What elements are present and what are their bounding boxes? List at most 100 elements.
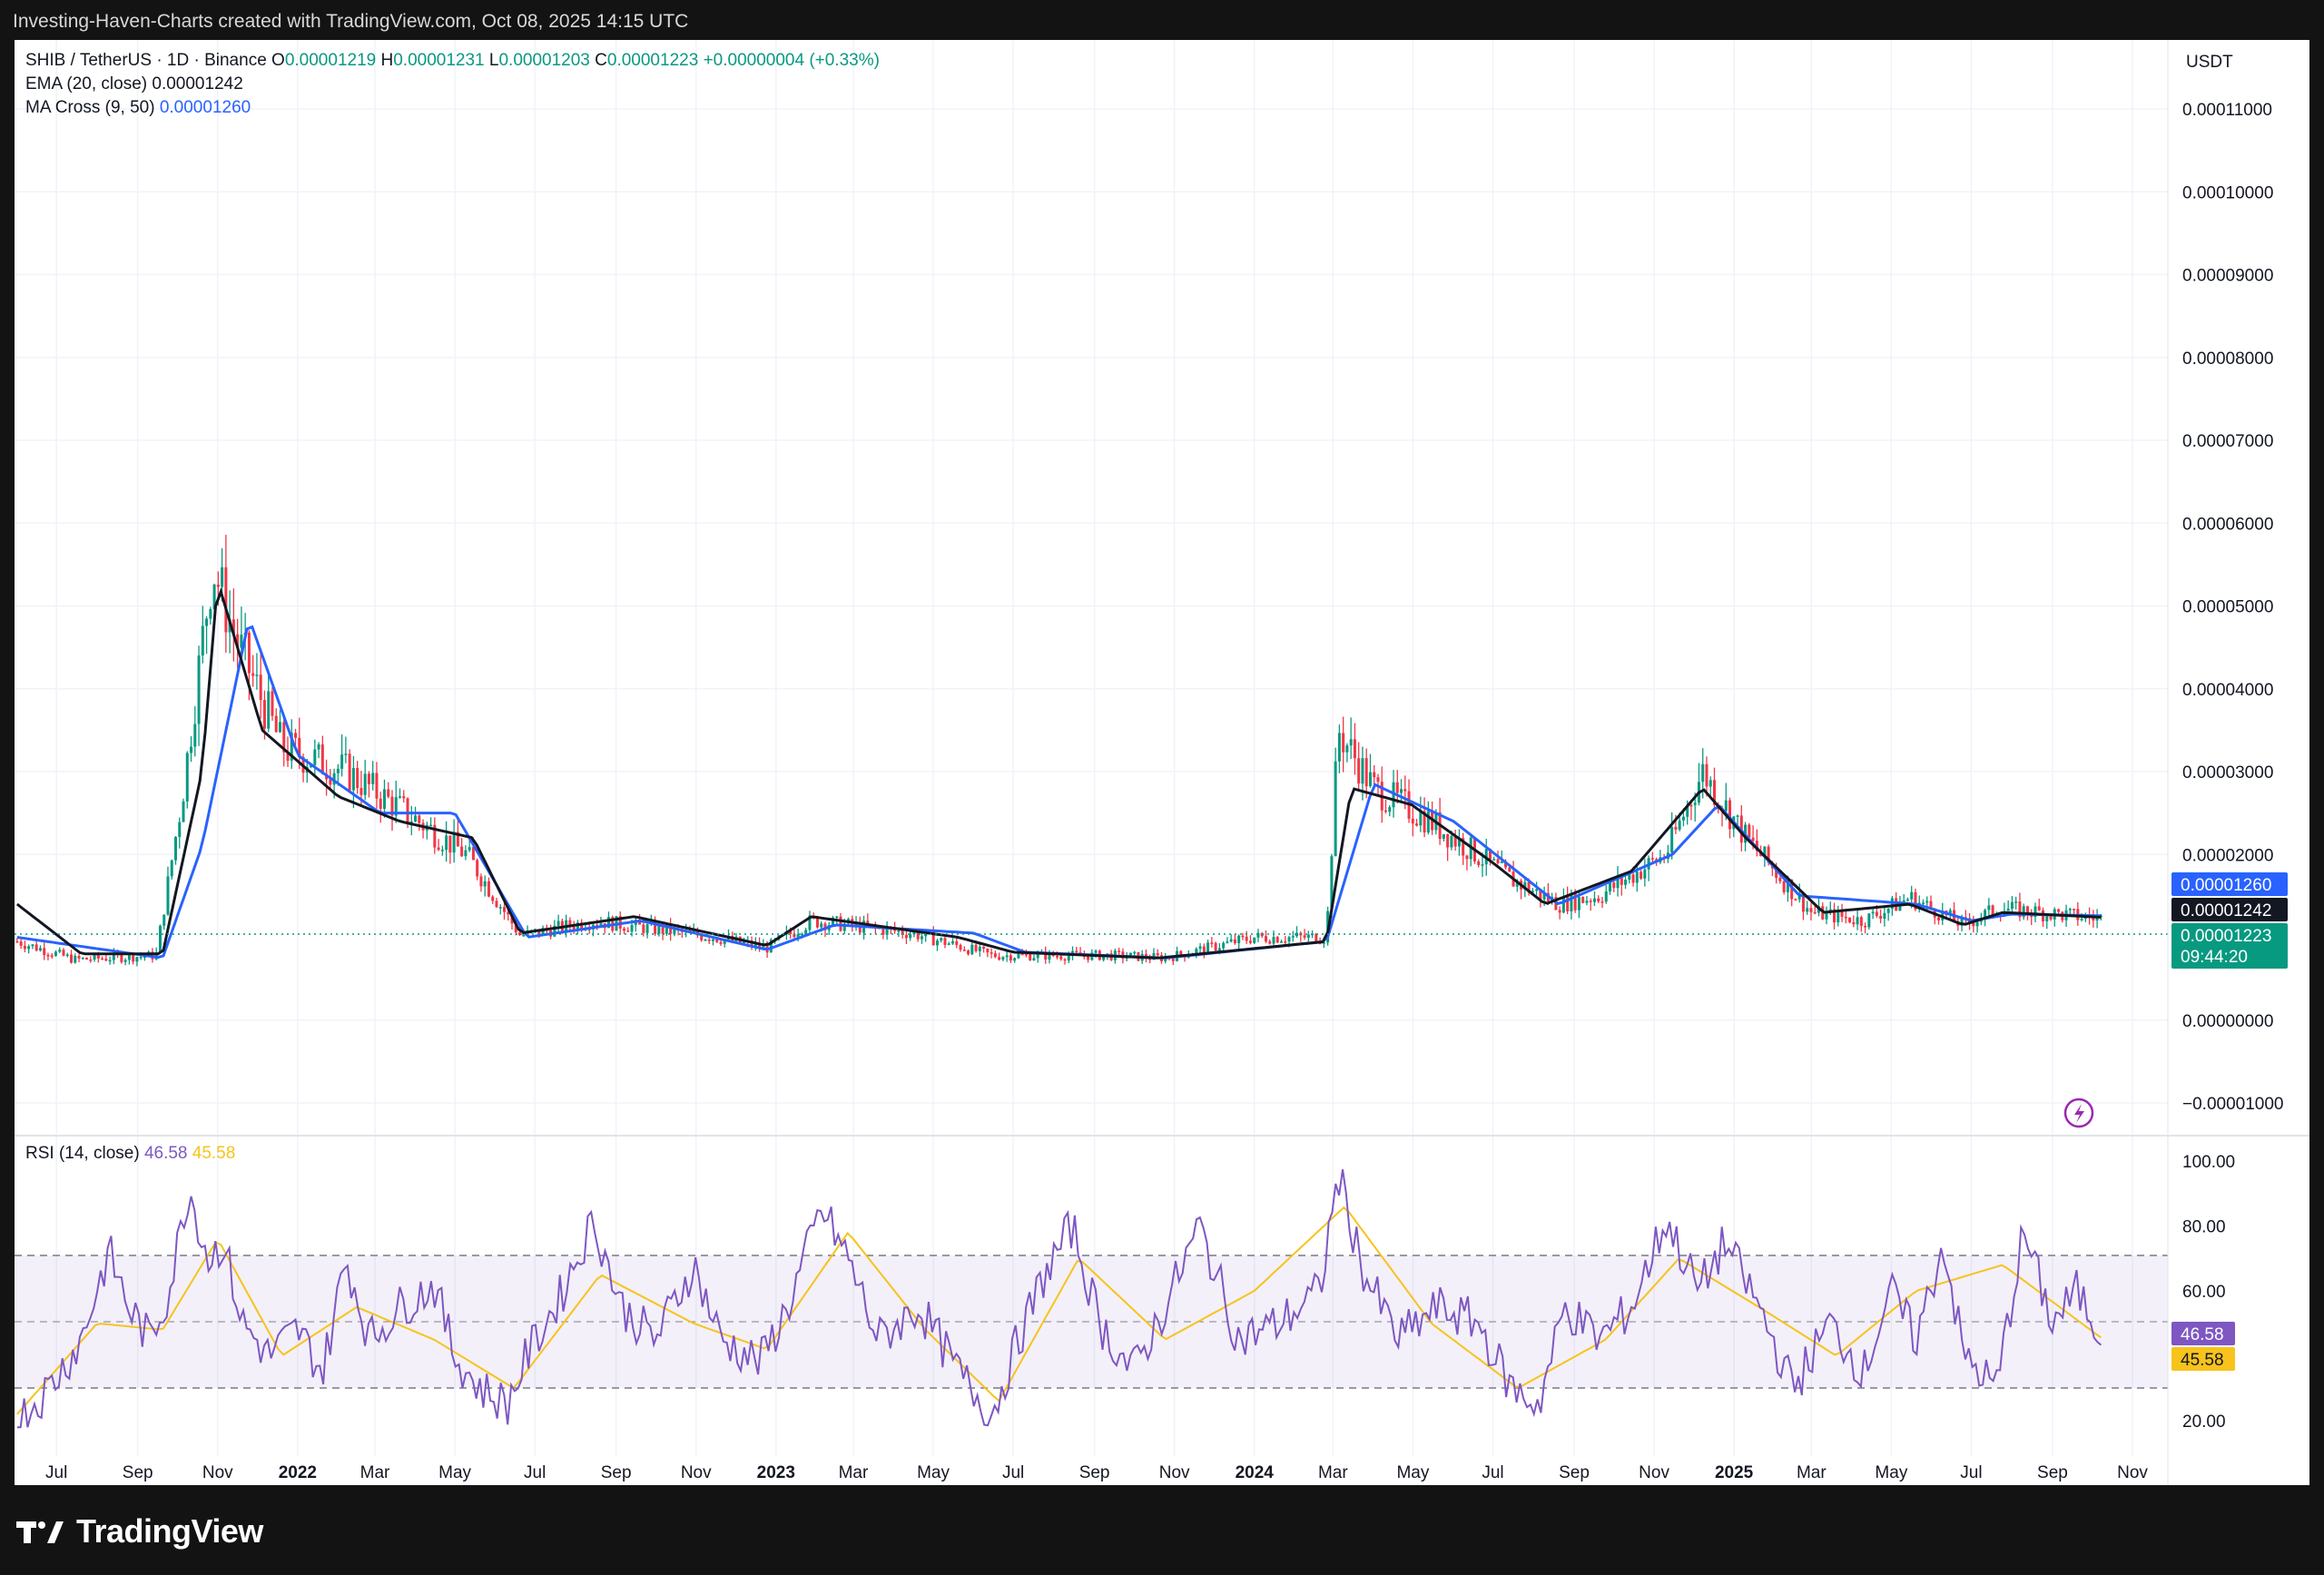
candle-body — [286, 752, 290, 761]
ma-cross-line — [16, 625, 2102, 960]
candle-body — [259, 674, 262, 701]
candle-body — [1709, 780, 1712, 787]
candle-body — [290, 733, 293, 761]
candle-body — [1527, 881, 1531, 893]
candle-body — [1987, 905, 1991, 911]
svg-text:0.00001260: 0.00001260 — [2181, 876, 2271, 895]
candle-body — [518, 932, 522, 936]
lightning-icon[interactable] — [2063, 1098, 2094, 1128]
candle-body — [1075, 950, 1078, 953]
candle-body — [1871, 911, 1875, 914]
candle-body — [700, 935, 704, 940]
ema-legend[interactable]: EMA (20, close) 0.00001242 — [25, 74, 243, 94]
chart-canvas[interactable]: 0.00011000 0.00010000 0.00009000 0.00008000… — [15, 40, 2309, 1485]
candle-body — [982, 946, 986, 950]
candle-body — [498, 907, 502, 909]
candle-body — [406, 798, 409, 822]
candle-body — [623, 928, 626, 931]
candle-body — [1833, 909, 1837, 923]
currency-label[interactable]: USDT — [2186, 53, 2233, 72]
candle-body — [409, 821, 413, 823]
candle-body — [1523, 881, 1527, 890]
candle-body — [881, 928, 885, 935]
tradingview-logo[interactable]: TradingView — [16, 1512, 263, 1550]
candle-body — [1712, 780, 1716, 805]
candle-body — [1628, 874, 1631, 881]
symbol-label[interactable]: SHIB / TetherUS · 1D · Binance — [25, 51, 267, 70]
time-tick-label: Nov — [1159, 1463, 1190, 1482]
candle-body — [1164, 957, 1167, 961]
candle-body — [399, 796, 402, 798]
badge-ma: 0.00001260 — [2171, 872, 2288, 896]
candle-body — [1419, 811, 1423, 826]
candle-body — [998, 957, 1001, 960]
candle-body — [657, 925, 661, 934]
candle-body — [1275, 937, 1279, 943]
ma-legend[interactable]: MA Cross (9, 50) 0.00001260 — [25, 98, 251, 117]
candle-body — [371, 773, 375, 784]
candle-body — [1248, 940, 1252, 943]
candle-body — [205, 618, 209, 626]
svg-text:46.58: 46.58 — [2181, 1325, 2224, 1344]
candle-body — [247, 632, 251, 674]
candle-body — [1384, 810, 1387, 812]
candle-body — [940, 938, 943, 941]
candle-body — [580, 922, 584, 930]
time-tick-label: Nov — [2117, 1463, 2148, 1482]
price-axis: 0.00011000 0.00010000 0.00009000 0.00008000… — [2182, 101, 2283, 1114]
candle-body — [1561, 896, 1565, 913]
candle-body — [955, 940, 959, 946]
brand-name: TradingView — [76, 1512, 263, 1550]
candle-body — [1581, 897, 1585, 903]
candle-body — [1017, 953, 1020, 959]
candle-body — [1465, 855, 1469, 860]
candle-body — [1195, 949, 1198, 954]
footer: TradingView — [0, 1485, 2324, 1575]
time-tick-label: 2023 — [757, 1463, 795, 1482]
candle-body — [1226, 941, 1229, 943]
candle-body — [793, 933, 796, 938]
candle-body — [1640, 871, 1643, 879]
candle-body — [661, 925, 665, 934]
candle-body — [707, 939, 711, 941]
candle-body — [1782, 881, 1786, 892]
candle-body — [320, 744, 324, 774]
candle-body — [1542, 892, 1546, 900]
candle-body — [1237, 935, 1241, 944]
candle-body — [1222, 942, 1226, 949]
candle-body — [1268, 941, 1272, 944]
candle-body — [990, 952, 993, 954]
candle-body — [120, 954, 123, 962]
candle-body — [240, 635, 243, 648]
candle-body — [1937, 917, 1941, 920]
candle-body — [630, 924, 634, 932]
candle-body — [1755, 841, 1758, 851]
candle-body — [1171, 958, 1175, 961]
attribution-text: Investing-Haven-Charts created with Trad… — [13, 11, 689, 32]
candle-body — [1573, 893, 1577, 911]
price-tick-label: 0.00006000 — [2182, 515, 2273, 534]
candle-body — [1701, 763, 1705, 783]
candle-body — [38, 948, 42, 951]
candle-body — [96, 954, 100, 959]
candle-body — [1960, 917, 1964, 926]
candle-body — [1577, 897, 1581, 911]
time-tick-label: Jul — [45, 1463, 67, 1482]
candle-body — [1102, 955, 1106, 960]
chart-frame[interactable]: 0.00011000 0.00010000 0.00009000 0.00008000… — [15, 40, 2309, 1485]
candle-body — [2095, 916, 2099, 921]
rsi-legend[interactable]: RSI (14, close) 46.58 45.58 — [25, 1144, 236, 1163]
candle-body — [1388, 807, 1392, 812]
candle-body — [1318, 942, 1322, 945]
badge-rsi: 46.58 — [2171, 1322, 2235, 1345]
open-value: 0.00001219 — [284, 51, 377, 70]
candle-body — [1094, 950, 1098, 953]
candle-body — [1674, 826, 1678, 830]
candle-body — [464, 850, 468, 857]
candle-body — [1353, 739, 1356, 759]
candle-body — [2068, 909, 2072, 911]
candle-body — [1643, 869, 1647, 879]
candle-body — [212, 584, 216, 609]
time-tick-label: 2024 — [1236, 1463, 1275, 1482]
candle-body — [1001, 957, 1005, 960]
